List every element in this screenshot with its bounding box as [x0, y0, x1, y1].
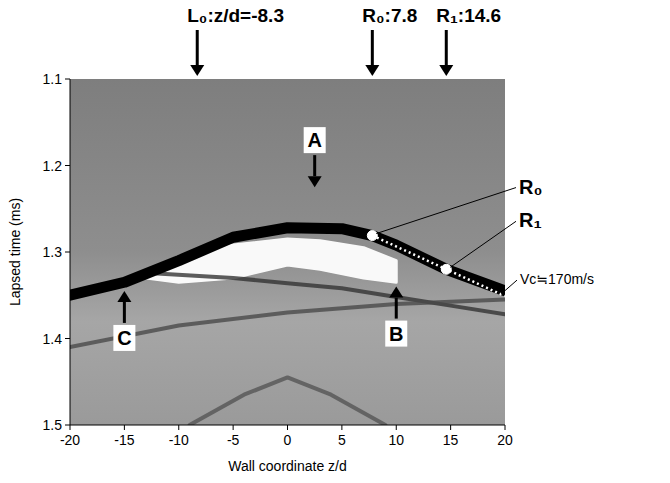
marker-arrow-head: [439, 65, 453, 76]
streak-line: [190, 377, 386, 425]
point-leader: [450, 221, 516, 267]
x-tick: [396, 425, 397, 430]
annotation-arrow-head: [117, 291, 131, 302]
letter-label: B: [389, 323, 403, 345]
x-tick: [70, 425, 71, 430]
point: [441, 264, 451, 274]
vc-label: Vc≒170m/s: [520, 271, 594, 287]
annotation-arrow-head: [308, 176, 322, 187]
point-label: R₀: [519, 176, 542, 198]
x-axis-title: Wall coordinate z/d: [228, 458, 347, 474]
marker-position: [372, 76, 373, 77]
annotation-tip: [124, 290, 125, 291]
x-tick: [505, 425, 506, 430]
y-tick-label: 1.4: [43, 331, 63, 347]
letter-box: [113, 325, 135, 351]
x-tick: [287, 425, 288, 430]
y-tick: [65, 165, 70, 166]
annotation-arrow-head: [389, 287, 403, 298]
x-tick-label: 20: [497, 432, 513, 448]
x-tick-label: -20: [60, 432, 80, 448]
annotation-arrow-shaft: [123, 302, 126, 323]
x-tick: [178, 425, 179, 430]
chart: -20 -15 -10 -5 0 5 10 15 20 1.1 1.2 1.3 1.4 1.5 Wall c…: [0, 0, 670, 483]
shock-front: [70, 228, 505, 295]
annotation-arrow-shaft: [395, 298, 398, 319]
plot-background: [70, 79, 505, 425]
point: [367, 231, 377, 241]
y-tick-label: 1.3: [43, 244, 63, 260]
point-label: R₁: [519, 209, 542, 231]
marker-label: R₁:14.6: [436, 5, 501, 26]
marker-arrow-shaft: [371, 30, 374, 65]
y-tick-label: 1.2: [43, 158, 63, 174]
vc-line: [372, 236, 505, 297]
annotation-tip: [314, 187, 315, 188]
marker-label: L₀:z/d=-8.3: [187, 5, 284, 26]
marker-label: R₀:7.8: [362, 5, 417, 26]
annotation-tip: [396, 286, 397, 287]
y-tick-label: 1.1: [43, 71, 63, 87]
x-tick-label: -5: [227, 432, 240, 448]
marker-arrow-shaft: [445, 30, 448, 65]
y-tick: [65, 79, 70, 80]
annotation-arrow-shaft: [313, 155, 316, 176]
x-tick: [341, 425, 342, 430]
letter-label: C: [117, 327, 131, 349]
marker-position: [446, 76, 447, 77]
x-tick-label: 15: [443, 432, 459, 448]
x-tick-label: -15: [114, 432, 134, 448]
plot-area: [70, 228, 505, 425]
point-leader: [376, 188, 516, 234]
marker-arrow-head: [365, 65, 379, 76]
x-tick: [124, 425, 125, 430]
letter-label: A: [307, 129, 321, 151]
letter-box: [385, 321, 407, 347]
y-tick: [65, 338, 70, 339]
marker-arrow-shaft: [196, 30, 199, 65]
x-tick-label: 5: [338, 432, 346, 448]
y-axis-title: Lapsed time (ms): [7, 198, 23, 306]
x-tick-label: 0: [284, 432, 292, 448]
y-tick: [65, 425, 70, 426]
x-tick-label: -10: [169, 432, 189, 448]
x-tick: [450, 425, 451, 430]
vc-leader: [501, 280, 517, 294]
marker-position: [197, 76, 198, 77]
marker-arrow-head: [190, 65, 204, 76]
y-tick: [65, 252, 70, 253]
x-tick-label: 10: [388, 432, 404, 448]
y-tick-label: 1.5: [43, 417, 63, 433]
x-tick: [233, 425, 234, 430]
letter-box: [304, 127, 326, 153]
